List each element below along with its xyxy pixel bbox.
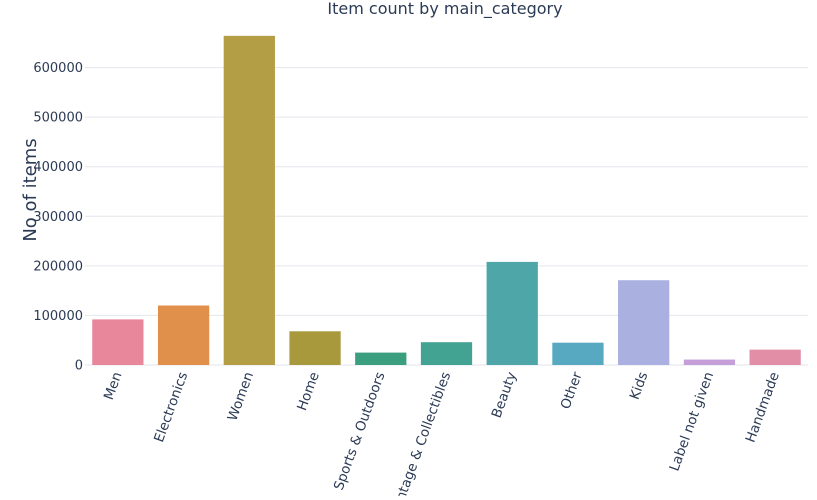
bar (486, 261, 538, 365)
y-tick-label: 0 (75, 359, 83, 374)
y-axis-label: No of items (20, 138, 41, 241)
chart-title: Item count by main_category (327, 0, 562, 19)
bar (552, 342, 604, 365)
x-tick-label: Women (225, 370, 257, 423)
bar (289, 331, 341, 365)
bars (92, 35, 801, 366)
y-tick-label: 200000 (33, 259, 83, 274)
y-tick-label: 400000 (33, 160, 83, 175)
x-tick-label: Kids (627, 370, 652, 402)
bar (420, 342, 473, 365)
bar (618, 280, 670, 365)
bar (223, 35, 275, 366)
x-tick-label: Men (101, 370, 126, 402)
y-tick-label: 100000 (33, 309, 83, 324)
bar (683, 359, 736, 365)
bar (355, 352, 407, 365)
bar (92, 319, 144, 365)
y-tick-label: 600000 (33, 61, 83, 76)
x-tick-label: Sports & Outdoors (331, 370, 389, 493)
x-tick-label: Handmade (743, 370, 783, 445)
x-tick-label: Beauty (489, 370, 520, 420)
x-tick-label: Home (294, 370, 323, 413)
y-tick-label: 500000 (33, 111, 83, 126)
x-tick-label: Label not given (666, 370, 717, 473)
x-tick-label: Electronics (151, 370, 191, 445)
bar (157, 305, 210, 365)
x-axis-ticks: Men Electronics Women Home Sports & Outdoors… (101, 369, 783, 500)
y-tick-label: 300000 (33, 210, 83, 225)
bar (749, 349, 801, 365)
x-tick-label: Vintage & Collectibles (388, 370, 454, 496)
y-axis-ticks: 0 100000 200000 300000 400000 500000 600000 (33, 61, 83, 373)
x-tick-label: Other (558, 369, 586, 411)
